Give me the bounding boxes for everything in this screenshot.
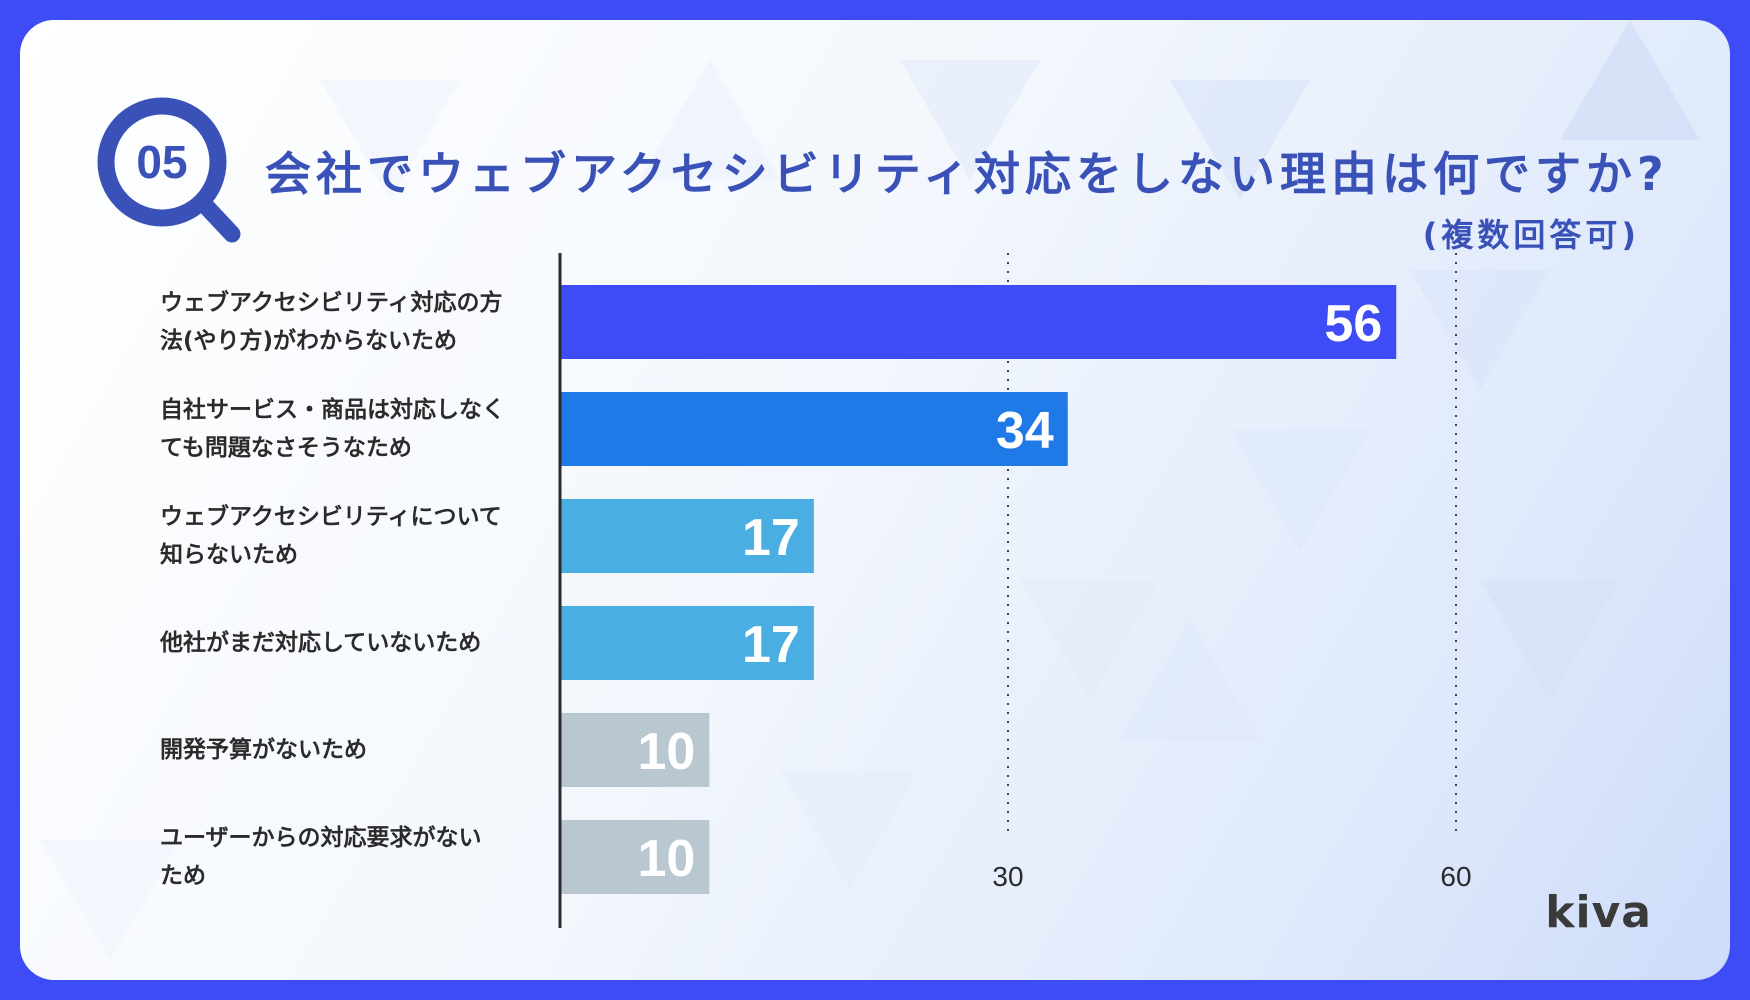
category-label: ウェブアクセシビリティ対応の方 法(やり方)がわからないため xyxy=(160,284,540,360)
category-label-line: 法(やり方)がわからないため xyxy=(160,328,458,354)
bar xyxy=(560,499,814,573)
bar-chart: 30 60 56 34 17 17 10 10 xyxy=(558,253,1472,928)
category-label-line: ユーザーからの対応要求がない xyxy=(160,825,482,851)
bar-value-label: 17 xyxy=(742,616,800,674)
category-label-line: 知らないため xyxy=(160,542,298,568)
question-number: 05 xyxy=(136,136,187,188)
bar xyxy=(560,285,1397,359)
bar xyxy=(560,713,710,787)
chart-subtitle: (複数回答可) xyxy=(1422,216,1640,254)
category-label-line: ても問題なさそうなため xyxy=(160,435,412,461)
category-label-line: 開発予算がないため xyxy=(160,737,367,763)
x-tick-label: 30 xyxy=(992,861,1023,892)
bar-value-label: 10 xyxy=(637,830,695,888)
category-label: ユーザーからの対応要求がない ため xyxy=(160,819,540,895)
category-label: 開発予算がないため xyxy=(160,731,540,769)
bar-value-label: 10 xyxy=(637,723,695,781)
bar-value-label: 56 xyxy=(1324,295,1382,353)
bar-value-label: 34 xyxy=(996,402,1054,460)
bar xyxy=(560,606,814,680)
question-magnifier-icon: 05 xyxy=(97,97,241,243)
category-label-line: ため xyxy=(160,863,206,889)
bar xyxy=(560,392,1068,466)
category-label-line: ウェブアクセシビリティ対応の方 xyxy=(160,290,503,316)
chart-card: 05 会社でウェブアクセシビリティ対応をしない理由は何ですか? (複数回答可) … xyxy=(20,20,1730,980)
category-label-line: ウェブアクセシビリティについて xyxy=(160,504,502,530)
category-label: 他社がまだ対応していないため xyxy=(160,624,540,662)
category-label: 自社サービス・商品は対応しなく ても問題なさそうなため xyxy=(160,391,540,467)
bar xyxy=(560,820,710,894)
category-label-line: 自社サービス・商品は対応しなく xyxy=(160,397,505,423)
kiva-logo: kiva xyxy=(1545,887,1652,938)
category-label-line: 他社がまだ対応していないため xyxy=(160,630,482,656)
x-tick-label: 60 xyxy=(1440,861,1471,892)
chart-title: 会社でウェブアクセシビリティ対応をしない理由は何ですか? xyxy=(265,147,1669,201)
bar-value-label: 17 xyxy=(742,509,800,567)
background-pattern xyxy=(40,20,1700,960)
category-label: ウェブアクセシビリティについて 知らないため xyxy=(160,498,540,574)
